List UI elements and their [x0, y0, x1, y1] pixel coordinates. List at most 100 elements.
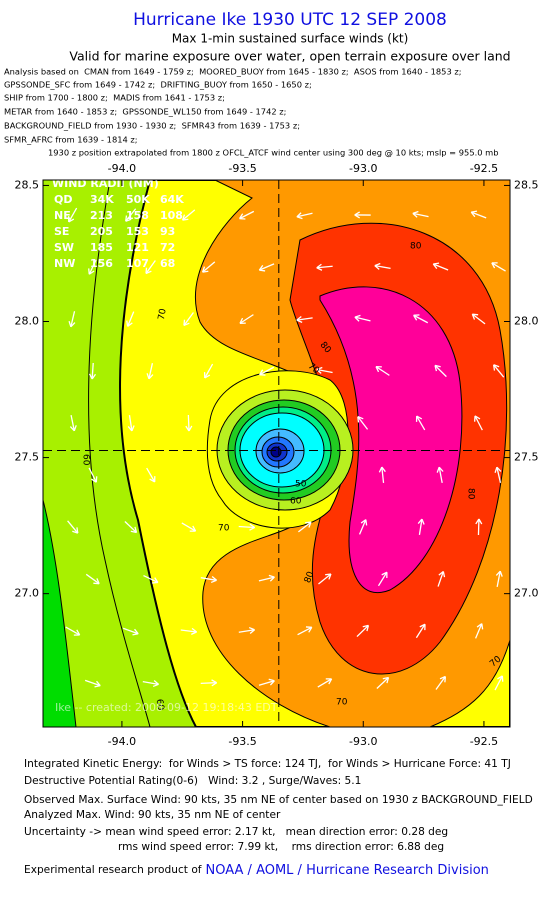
radii-cell: 34K	[90, 193, 114, 206]
wind-arrow-head	[211, 679, 218, 687]
x-tick-label: -94.0	[108, 162, 136, 175]
wind-arrow	[67, 520, 79, 534]
wind-arrow	[143, 574, 159, 584]
wind-arrow	[258, 576, 275, 582]
y-tick-label: 28.5	[15, 178, 40, 191]
position-note: 1930 z position extrapolated from 1800 z…	[48, 148, 499, 158]
wind-arrow	[202, 261, 216, 273]
radii-cell: 64K	[160, 193, 184, 206]
wind-arrow-head	[152, 577, 159, 584]
contour-label: 60	[81, 454, 91, 466]
x-tick-label: -93.5	[228, 162, 256, 175]
wind-arrow	[375, 366, 390, 376]
radii-cell: 93	[160, 225, 175, 238]
wind-arrow	[187, 414, 190, 432]
wind-arrow-head	[239, 317, 246, 325]
wind-arrow-head	[382, 676, 390, 684]
radii-cell: SW	[54, 241, 74, 254]
wind-arrow	[434, 364, 447, 378]
wind-arrow	[145, 260, 156, 274]
wind-arrow-head	[93, 578, 100, 585]
wind-arrow-head	[439, 675, 447, 683]
wind-arrow	[297, 626, 313, 636]
contour-label: 70	[157, 308, 169, 321]
wind-arrow-head	[191, 627, 198, 635]
wind-arrow	[238, 525, 255, 529]
contour-label: 60	[154, 698, 166, 711]
zone-green	[43, 499, 77, 727]
radii-cell: NE	[54, 209, 71, 222]
wind-arrow-head	[67, 216, 75, 223]
y-tick-label: 28.0	[514, 315, 539, 328]
wind-arrow	[91, 362, 94, 380]
wind-arrow	[239, 314, 254, 324]
wind-field	[43, 180, 510, 727]
watermark: Ike -- created: 2008-09-12 19:18:43 EDT	[55, 701, 278, 714]
analysis-line: Analysis based on CMAN from 1649 - 1759 …	[4, 67, 462, 77]
wind-arrow-head	[185, 425, 193, 432]
wind-arrow	[148, 363, 154, 379]
wind-arrow-head	[354, 314, 361, 322]
y-tick-label: 27.5	[514, 451, 539, 464]
wind-arrow	[70, 311, 76, 327]
wind-arrow-head	[357, 416, 364, 423]
wind-arrow-head	[268, 574, 275, 582]
wind-arrow	[412, 212, 429, 218]
wind-arrow-head	[354, 211, 361, 219]
wind-arrow	[316, 368, 333, 374]
wind-arrow	[493, 364, 505, 378]
wind-arrow	[70, 415, 75, 431]
wind-arrow-head	[415, 415, 423, 422]
wind-arrow	[416, 415, 426, 431]
wind-arrow-head	[181, 214, 189, 221]
wind-arrow	[181, 522, 196, 532]
wind-arrow-head	[378, 466, 386, 473]
wind-arrow-head	[492, 364, 500, 371]
wind-arrow-head	[412, 210, 419, 218]
footer-line: Analyzed Max. Wind: 90 kts, 35 nm NE of …	[24, 809, 281, 821]
wind-arrow	[180, 629, 197, 633]
wind-arrow-head	[325, 678, 333, 685]
wind-arrows	[65, 207, 506, 691]
wind-arrow-head	[72, 527, 79, 534]
radii-cell: NW	[54, 257, 75, 270]
wind-arrow-head	[475, 518, 483, 525]
wind-arrow	[200, 577, 217, 581]
wind-arrow-head	[381, 571, 388, 579]
wind-arrow-head	[470, 210, 478, 218]
x-tick-label: -92.5	[470, 162, 498, 175]
radii-cell: 121	[126, 241, 149, 254]
analysis-line: BACKGROUND_FIELD from 1930 - 1930 z; SFM…	[4, 121, 300, 131]
footer-line: Destructive Potential Rating(0-6) Wind: …	[24, 775, 361, 787]
radii-cell: 185	[90, 241, 113, 254]
wind-arrow-head	[471, 313, 479, 320]
wind-arrow	[496, 467, 502, 483]
credit: Experimental research product of NOAA / A…	[24, 863, 489, 878]
validity: Valid for marine exposure over water, op…	[69, 49, 510, 64]
wind-arrow	[494, 675, 503, 691]
wind-arrow	[437, 571, 444, 587]
radii-cell: 72	[160, 241, 175, 254]
wind-arrow-head	[432, 262, 440, 270]
wind-arrow-head	[145, 267, 152, 275]
contour-label: 70	[218, 524, 230, 534]
contour-label: 80	[466, 488, 476, 500]
eye-core	[270, 446, 282, 458]
wind-arrow	[381, 466, 385, 484]
y-tick-label: 28.5	[514, 178, 539, 191]
credit-link[interactable]: NOAA / AOML / Hurricane Research Divisio…	[206, 863, 489, 878]
wind-arrow-head	[316, 366, 323, 374]
credit-prefix: Experimental research product of	[24, 864, 202, 876]
radii-cell: QD	[54, 193, 72, 206]
wind-arrow	[376, 677, 389, 689]
wind-arrow	[356, 624, 369, 638]
wind-arrow	[471, 313, 486, 325]
wind-arrow-head	[305, 521, 312, 528]
wind-arrow	[474, 415, 483, 431]
wind-arrow-head	[497, 675, 504, 682]
wind-arrow-head	[434, 364, 441, 372]
footer-line: Integrated Kinetic Energy: for Winds > T…	[24, 758, 511, 770]
wind-arrow-head	[360, 519, 368, 526]
footer-line: Uncertainty -> mean wind speed error: 2.…	[24, 826, 448, 838]
